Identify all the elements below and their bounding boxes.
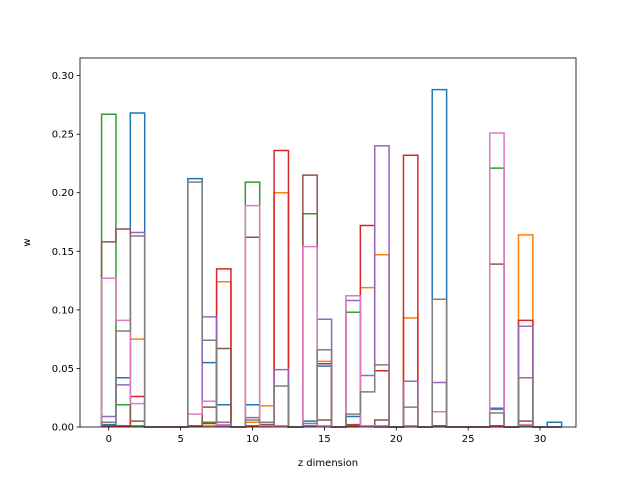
- y-tick-label: 0.20: [52, 188, 74, 199]
- x-tick-label: 20: [390, 434, 403, 445]
- x-tick-label: 25: [462, 434, 475, 445]
- y-tick-label: 0.05: [52, 364, 74, 375]
- x-tick-label: 0: [106, 434, 112, 445]
- x-axis: 0 5 10 15 20 25 30: [106, 427, 547, 445]
- y-tick-label: 0.00: [52, 423, 74, 434]
- x-tick-label: 10: [246, 434, 259, 445]
- y-tick-label: 0.10: [52, 305, 74, 316]
- x-axis-label: z dimension: [298, 458, 358, 469]
- x-tick-label: 30: [534, 434, 547, 445]
- y-tick-label: 0.15: [52, 247, 74, 258]
- x-tick-label: 15: [318, 434, 331, 445]
- y-tick-label: 0.30: [52, 71, 74, 82]
- y-tick-label: 0.25: [52, 130, 74, 141]
- y-axis: 0.00 0.05 0.10 0.15 0.20 0.25 0.30: [52, 71, 80, 434]
- x-tick-label: 5: [177, 434, 183, 445]
- y-axis-label: w: [22, 238, 33, 246]
- plot-frame: [79, 57, 577, 428]
